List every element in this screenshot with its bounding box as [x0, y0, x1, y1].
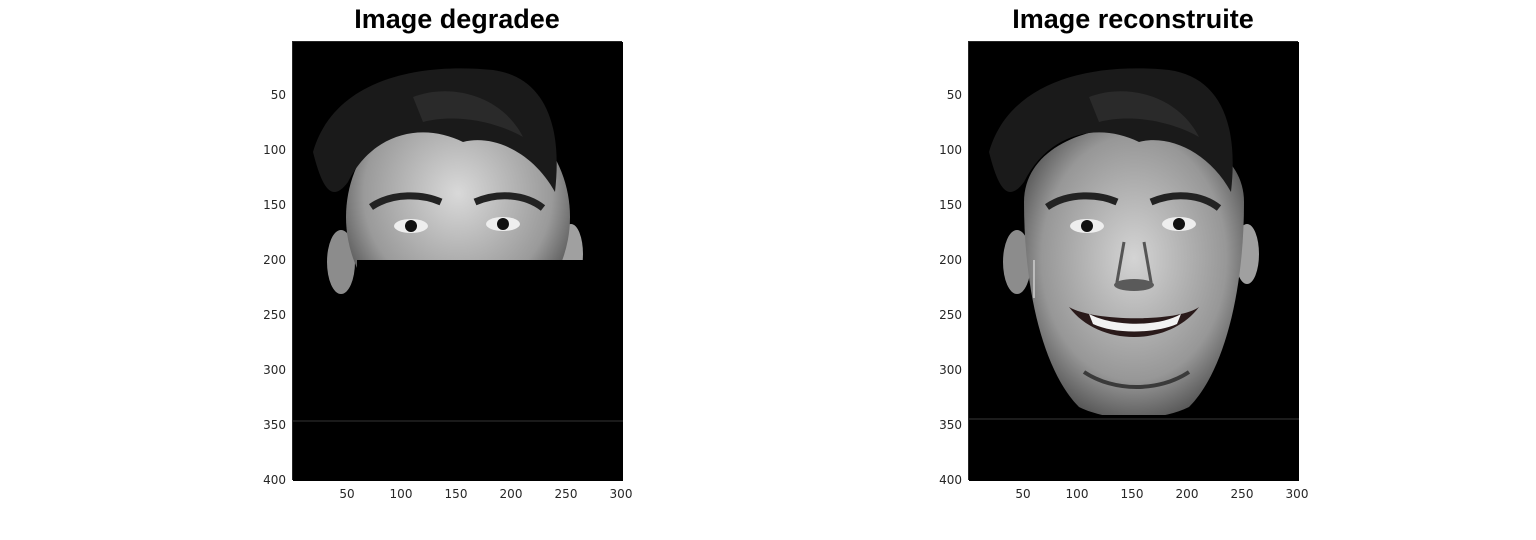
- y-tick-label: 100: [939, 143, 962, 157]
- x-tick-label: 50: [1015, 487, 1031, 501]
- y-tick-label: 50: [270, 88, 286, 102]
- y-tick-label: 50: [946, 88, 962, 102]
- y-tick-label: 100: [263, 143, 286, 157]
- y-tick-label: 350: [939, 418, 962, 432]
- x-tick-label: 200: [1175, 487, 1199, 501]
- x-tick-label: 250: [554, 487, 578, 501]
- panel-title: Image degradee: [354, 4, 560, 34]
- degraded-face-image: [293, 42, 623, 481]
- x-tick-label: 150: [1120, 487, 1144, 501]
- x-tick-label: 50: [339, 487, 355, 501]
- image-axes: [292, 41, 623, 481]
- y-tick-label: 350: [263, 418, 286, 432]
- y-tick-label: 150: [263, 198, 286, 212]
- y-tick-label: 300: [939, 363, 962, 377]
- x-tick-label: 100: [389, 487, 413, 501]
- y-tick-label: 200: [939, 253, 962, 267]
- y-tick-label: 250: [939, 308, 962, 322]
- y-tick-label: 250: [263, 308, 286, 322]
- image-axes: [968, 41, 1299, 481]
- y-tick-label: 400: [263, 473, 286, 487]
- reconstructed-face-image: [969, 42, 1299, 481]
- figure-panel-degraded: Image degradee: [240, 0, 660, 540]
- x-tick-label: 100: [1065, 487, 1089, 501]
- x-tick-label: 300: [609, 487, 633, 501]
- panel-title: Image reconstruite: [1012, 4, 1254, 34]
- x-tick-label: 150: [444, 487, 468, 501]
- figure-panel-reconstructed: Image reconstruite: [916, 0, 1336, 540]
- x-tick-label: 200: [499, 487, 523, 501]
- x-tick-label: 250: [1230, 487, 1254, 501]
- y-tick-label: 200: [263, 253, 286, 267]
- y-tick-label: 150: [939, 198, 962, 212]
- y-tick-label: 300: [263, 363, 286, 377]
- x-tick-label: 300: [1285, 487, 1309, 501]
- y-tick-label: 400: [939, 473, 962, 487]
